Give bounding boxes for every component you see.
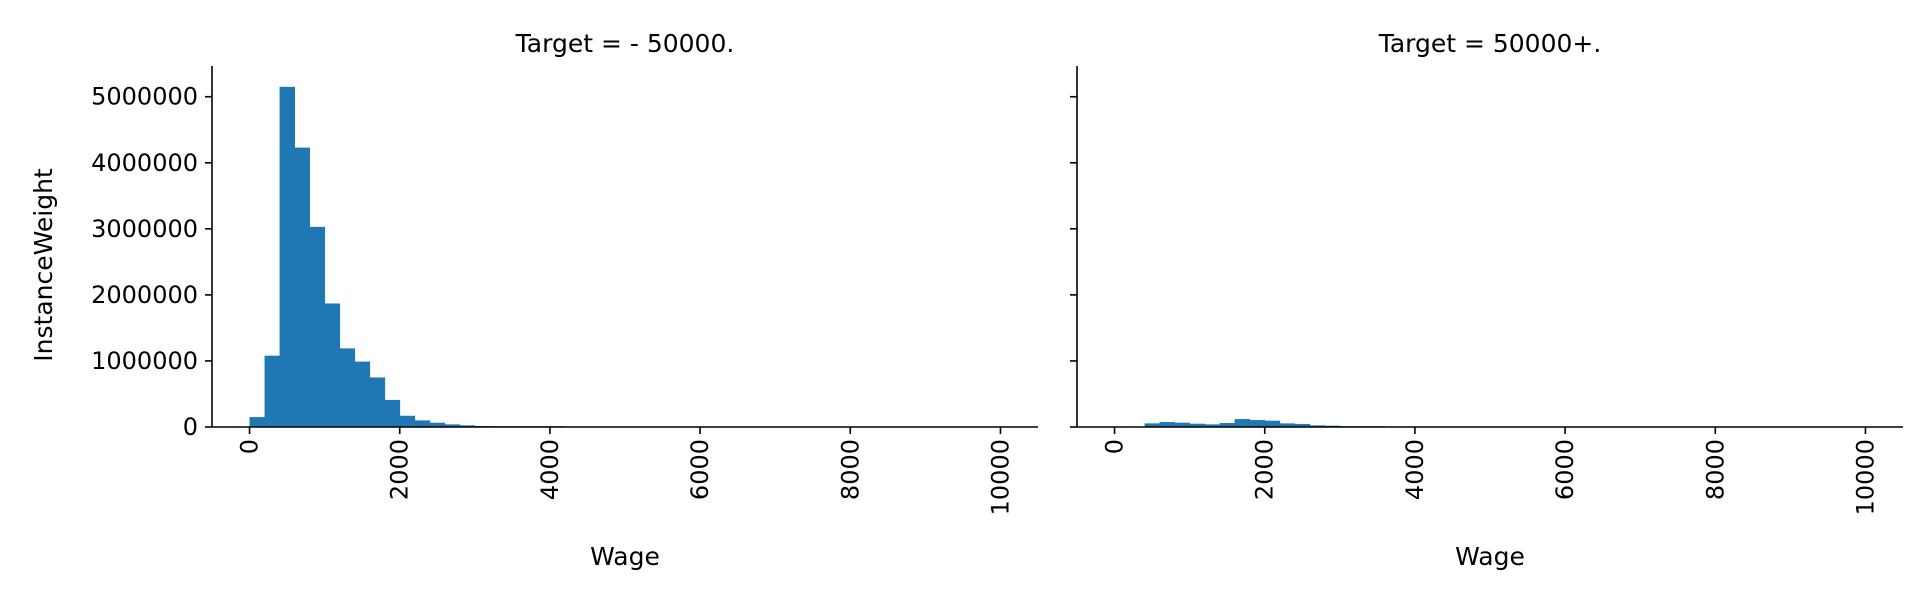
histogram-bar bbox=[444, 424, 461, 427]
x-tick-label: 2000 bbox=[386, 439, 414, 500]
x-tick-label: 0 bbox=[236, 439, 264, 454]
histogram-bar bbox=[429, 422, 446, 427]
histogram-bar bbox=[1189, 423, 1206, 427]
x-tick-label: 10000 bbox=[986, 439, 1014, 515]
y-tick-label: 3000000 bbox=[91, 215, 198, 243]
x-tick-label: 10000 bbox=[1851, 439, 1879, 515]
histogram-bar bbox=[249, 417, 265, 427]
x-tick-label: 4000 bbox=[1401, 439, 1429, 500]
left-y-axis-label: InstanceWeight bbox=[29, 168, 58, 362]
left-x-axis-label: Wage bbox=[590, 542, 660, 571]
left-panel-title: Target = - 50000. bbox=[515, 29, 735, 58]
histogram-bar bbox=[264, 355, 280, 427]
x-tick-label: 2000 bbox=[1251, 439, 1279, 500]
y-tick-label: 1000000 bbox=[91, 347, 198, 375]
y-tick-label: 5000000 bbox=[91, 83, 198, 111]
x-tick-label: 8000 bbox=[836, 439, 864, 500]
y-tick-label: 4000000 bbox=[91, 149, 198, 177]
histogram-bar bbox=[1264, 420, 1281, 427]
x-tick-label: 8000 bbox=[1701, 439, 1729, 500]
left-panel: Target = - 50000. Wage InstanceWeight 0 2… bbox=[29, 29, 1038, 571]
histogram-bar bbox=[1309, 425, 1326, 427]
histogram-bar bbox=[1294, 424, 1311, 427]
histogram-bar bbox=[384, 399, 401, 427]
histogram-bar bbox=[354, 361, 371, 427]
histogram-bar bbox=[399, 415, 416, 427]
histogram-bar bbox=[294, 147, 311, 427]
histogram-bar bbox=[1219, 423, 1236, 427]
histogram-bar bbox=[414, 420, 431, 427]
right-x-axis-label: Wage bbox=[1455, 542, 1525, 571]
histogram-bar bbox=[1174, 422, 1191, 427]
right-panel-title: Target = 50000+. bbox=[1378, 29, 1602, 58]
histogram-bar bbox=[324, 303, 341, 427]
right-panel: Target = 50000+. Wage 0 2000 4000 6000 8000 1… bbox=[1070, 29, 1903, 571]
histogram-bar bbox=[279, 86, 295, 427]
histogram-bar bbox=[1144, 423, 1160, 427]
histogram-bar bbox=[1234, 419, 1251, 427]
histogram-bar bbox=[1159, 422, 1176, 427]
histogram-bar bbox=[1249, 420, 1266, 427]
x-tick-label: 6000 bbox=[686, 439, 714, 500]
histogram-bar bbox=[1279, 423, 1296, 427]
x-tick-label: 4000 bbox=[536, 439, 564, 500]
histogram-bar bbox=[1204, 424, 1221, 427]
histogram-bar bbox=[339, 348, 356, 427]
y-tick-label: 0 bbox=[183, 413, 198, 441]
x-tick-label: 0 bbox=[1101, 439, 1129, 454]
y-tick-label: 2000000 bbox=[91, 281, 198, 309]
histogram-bar bbox=[369, 377, 386, 427]
x-tick-label: 6000 bbox=[1551, 439, 1579, 500]
histogram-bar bbox=[459, 425, 476, 427]
right-bars bbox=[1144, 419, 1386, 427]
left-bars bbox=[249, 86, 566, 427]
histogram-bar bbox=[309, 226, 326, 427]
